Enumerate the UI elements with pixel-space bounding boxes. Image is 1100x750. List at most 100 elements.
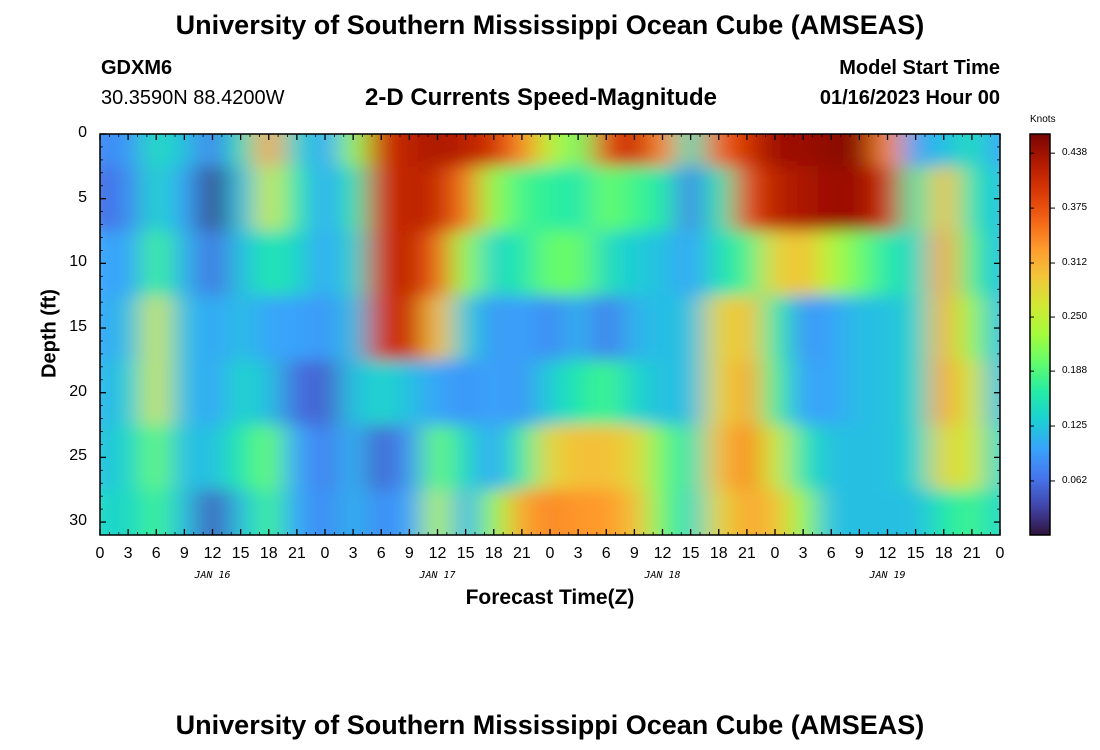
heatmap-cell	[985, 295, 1000, 361]
heatmap-cell	[395, 134, 424, 167]
heatmap-cell	[226, 425, 256, 491]
heatmap-cell	[592, 360, 621, 426]
heatmap-cell	[732, 295, 762, 361]
heatmap-cell	[957, 489, 987, 535]
heatmap-cell	[648, 425, 678, 491]
heatmap-cell	[479, 295, 509, 361]
heatmap-cell	[310, 489, 340, 535]
heatmap-cell	[395, 425, 424, 491]
heatmap-cells	[100, 134, 1000, 535]
y-axis-ticks	[100, 133, 1000, 536]
x-tick-label: 3	[798, 545, 808, 562]
x-tick-label: 3	[348, 545, 358, 562]
heatmap-cell	[592, 231, 621, 297]
heatmap-cell	[789, 231, 818, 297]
model-start-value: 01/16/2023 Hour 00	[819, 87, 1000, 109]
heatmap-cell	[732, 360, 762, 426]
heatmap-cell	[339, 295, 368, 361]
y-tick-label: 0	[78, 124, 87, 141]
colorbar-unit-label: Knots	[1030, 114, 1056, 125]
heatmap-cell	[423, 360, 453, 426]
heatmap-cell	[901, 295, 931, 361]
heatmap-cell	[957, 425, 987, 491]
heatmap-cell	[901, 489, 931, 535]
heatmap-cell	[620, 166, 649, 232]
heatmap-cell	[114, 134, 143, 167]
heatmap-cell	[170, 231, 199, 297]
y-tick-label: 20	[69, 382, 87, 400]
colorbar-ticks	[1030, 152, 1055, 482]
x-tick-label: 9	[404, 545, 414, 562]
heatmap-cell	[535, 489, 565, 535]
heatmap-cell	[929, 489, 959, 535]
heatmap-cell	[226, 489, 256, 535]
heatmap-cell	[226, 231, 256, 297]
x-tick-label: 6	[376, 545, 386, 562]
heatmap-cell	[114, 295, 143, 361]
heatmap-cell	[395, 489, 424, 535]
heatmap-cell	[620, 295, 649, 361]
heatmap-cell	[170, 360, 199, 426]
heatmap-cell	[254, 489, 284, 535]
heatmap-cell	[760, 360, 790, 426]
heatmap-cell	[451, 360, 481, 426]
heatmap-cell	[114, 166, 143, 232]
x-tick-label: 18	[709, 545, 728, 562]
heatmap-cell	[648, 134, 678, 167]
heatmap-cell	[254, 360, 284, 426]
heatmap-cell	[985, 425, 1000, 491]
heatmap-cell	[957, 360, 987, 426]
heatmap-cell	[620, 489, 649, 535]
heatmap-cell	[929, 360, 959, 426]
colorbar-tick-label: 0.125	[1062, 420, 1088, 432]
heatmap-cell	[198, 360, 228, 426]
heatmap-cell	[100, 166, 115, 232]
heatmap-cell	[282, 360, 312, 426]
heatmap-cell	[310, 360, 340, 426]
heatmap-cell	[479, 489, 509, 535]
heatmap-cell	[282, 134, 312, 167]
colorbar-tick-label: 0.438	[1062, 147, 1088, 159]
heatmap-cell	[873, 231, 903, 297]
heatmap-cell	[620, 425, 649, 491]
heatmap-cell	[676, 134, 706, 167]
heatmap-cell	[985, 489, 1000, 535]
heatmap-cell	[732, 425, 762, 491]
heatmap-cell	[395, 231, 424, 297]
heatmap-cell	[957, 295, 987, 361]
heatmap-cell	[564, 425, 593, 491]
heatmap-cell	[254, 425, 284, 491]
heatmap-cell	[114, 231, 143, 297]
heatmap-cell	[789, 425, 818, 491]
heatmap-cell	[310, 134, 340, 167]
heatmap-cell	[535, 134, 565, 167]
heatmap-cell	[704, 231, 734, 297]
heatmap-cell	[648, 295, 678, 361]
heatmap-cell	[339, 425, 368, 491]
x-tick-label: 18	[259, 545, 278, 562]
x-axis-label: Forecast Time(Z)	[465, 586, 635, 609]
heatmap-cell	[676, 360, 706, 426]
chart-title: University of Southern Mississippi Ocean…	[175, 10, 925, 40]
heatmap-cell	[592, 295, 621, 361]
model-start-label: Model Start Time	[839, 57, 1000, 79]
colorbar-tick-label: 0.375	[1062, 202, 1088, 214]
x-tick-label: 21	[737, 545, 756, 562]
x-tick-label: 21	[962, 545, 981, 562]
heatmap-cell	[676, 166, 706, 232]
heatmap-cell	[507, 425, 537, 491]
heatmap-cell	[592, 166, 621, 232]
x-axis-ticks	[99, 134, 1001, 535]
heatmap-cell	[817, 295, 846, 361]
heatmap-cell	[873, 489, 903, 535]
heatmap-cell	[676, 295, 706, 361]
heatmap-cell	[423, 134, 453, 167]
heatmap-cell	[367, 231, 396, 297]
heatmap-cell	[114, 489, 143, 535]
heatmap-cell	[817, 231, 846, 297]
heatmap-cell	[873, 425, 903, 491]
heatmap-cell	[985, 360, 1000, 426]
x-tick-label: 21	[287, 545, 306, 562]
heatmap-cell	[507, 134, 537, 167]
y-tick-label: 25	[69, 447, 87, 465]
